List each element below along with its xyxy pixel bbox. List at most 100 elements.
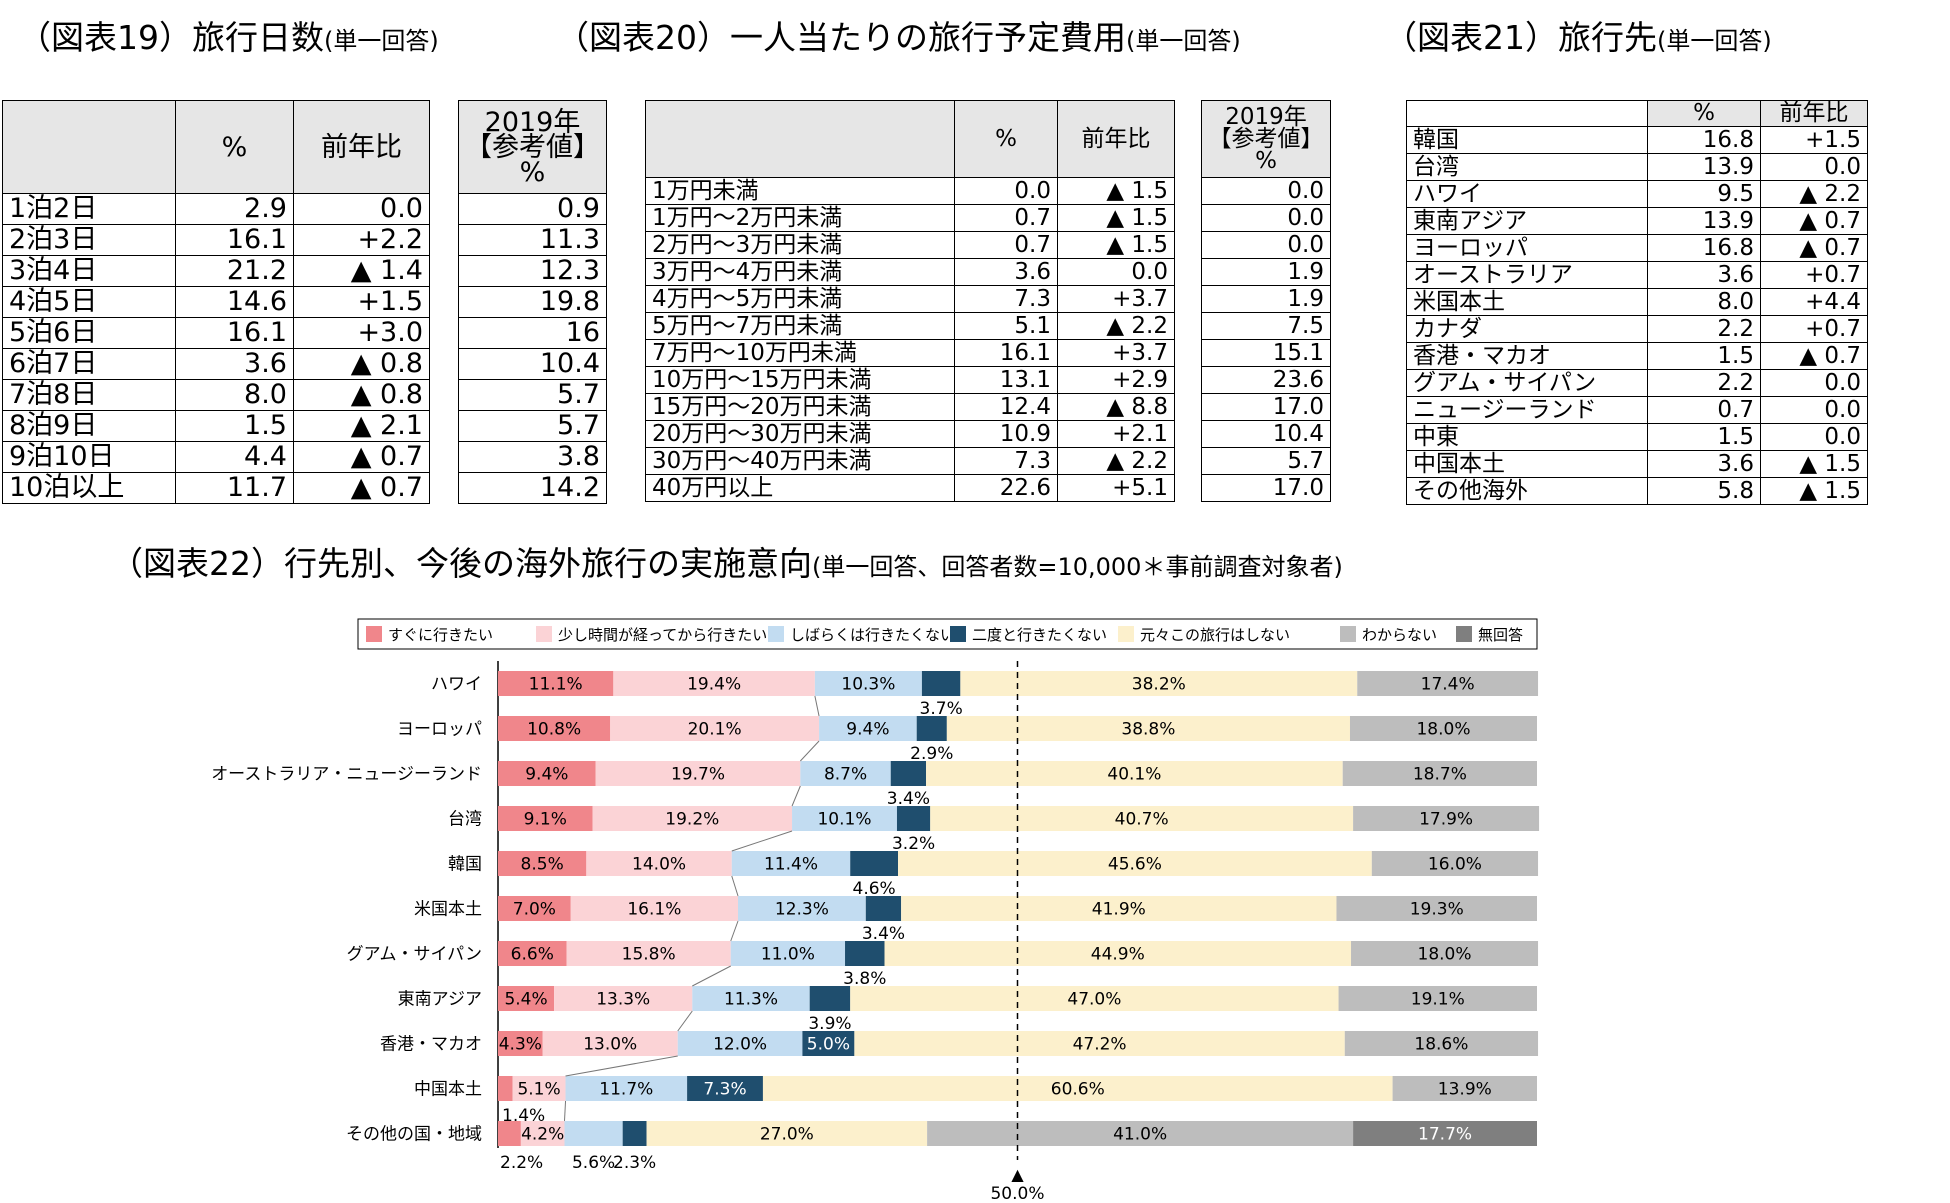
row-label: ハワイ [1406, 180, 1648, 208]
data-label: 16.1% [627, 900, 681, 920]
row-pct: 5.8 [1647, 477, 1761, 505]
data-label: 4.6% [853, 879, 896, 899]
data-label: 13.3% [596, 990, 650, 1010]
table-row: 30万円～40万円未満 7.3 ▲ 2.2 [645, 447, 1175, 475]
row-yoy: +3.0 [293, 317, 430, 349]
table-row: 20万円～30万円未満 10.9 +2.1 [645, 420, 1175, 448]
table-row: 0.0 [1201, 231, 1331, 259]
row-yoy: 0.0 [293, 193, 430, 225]
table-row: 10万円～15万円未満 13.1 +2.9 [645, 366, 1175, 394]
bar-segment [1353, 1121, 1537, 1146]
data-label: 19.3% [1410, 900, 1464, 920]
row-label: カナダ [1406, 315, 1648, 343]
data-label: 11.7% [599, 1080, 653, 1100]
connector-line [814, 695, 820, 717]
row-label: 2泊3日 [2, 224, 176, 256]
row-yoy: ▲ 8.8 [1057, 393, 1175, 421]
table-fig21: % 前年比 韓国 16.8 +1.5 台湾 13.9 0.0 ハワイ 9.5 ▲ 2.2 東南アジ… [1406, 100, 1868, 505]
row-yoy: 0.0 [1760, 369, 1868, 397]
row-pct: 16.1 [954, 339, 1058, 367]
table-row: 6泊7日 3.6 ▲ 0.8 [2, 348, 430, 380]
bar-segment [613, 671, 815, 696]
row-label: 4万円～5万円未満 [645, 285, 955, 313]
row-yoy: ▲ 1.5 [1057, 177, 1175, 205]
legend-label: すぐに行きたい [388, 626, 493, 644]
bar-segment [921, 671, 961, 696]
row-yoy: 0.0 [1760, 396, 1868, 424]
data-label: 10.1% [817, 810, 871, 830]
row-pct: 11.7 [175, 472, 294, 504]
data-label: 3.4% [862, 924, 905, 944]
bar-segment [498, 851, 587, 876]
bar-segment [762, 1076, 1393, 1101]
bar-segment [946, 716, 1350, 741]
data-label: 11.1% [529, 675, 583, 695]
row-yoy: ▲ 2.2 [1057, 447, 1175, 475]
bar-segment [610, 716, 820, 741]
table-row: グアム・サイパン 2.2 0.0 [1406, 369, 1868, 397]
data-label: 19.7% [671, 765, 725, 785]
row-yoy: +2.9 [1057, 366, 1175, 394]
row-ref: 16 [458, 317, 607, 349]
row-pct: 4.4 [175, 441, 294, 473]
row-pct: 13.9 [1647, 153, 1761, 181]
bar-segment [498, 806, 593, 831]
row-label: 10泊以上 [2, 472, 176, 504]
row-pct: 7.3 [954, 285, 1058, 313]
row-pct: 13.1 [954, 366, 1058, 394]
row-yoy: +1.5 [1760, 126, 1868, 154]
data-label: 12.0% [713, 1035, 767, 1055]
row-yoy: ▲ 2.1 [293, 410, 430, 442]
data-label: 40.1% [1107, 765, 1161, 785]
bar-segment [677, 1031, 803, 1056]
row-label: 4泊5日 [2, 286, 176, 318]
row-pct: 13.9 [1647, 207, 1761, 235]
bar-segment [692, 986, 810, 1011]
row-yoy: +3.7 [1057, 285, 1175, 313]
row-yoy: ▲ 0.7 [293, 441, 430, 473]
table-header-blank [645, 100, 955, 178]
legend-swatch [768, 626, 784, 642]
row-ref: 5.7 [458, 410, 607, 442]
row-yoy: +3.7 [1057, 339, 1175, 367]
bar-segment [498, 761, 596, 786]
table-row: 韓国 16.8 +1.5 [1406, 126, 1868, 154]
data-label: 60.6% [1051, 1080, 1105, 1100]
row-yoy: +1.5 [293, 286, 430, 318]
table-header-pct: % [954, 100, 1058, 178]
bar-segment [814, 671, 922, 696]
row-yoy: ▲ 2.2 [1760, 180, 1868, 208]
table-row: 5泊6日 16.1 +3.0 [2, 317, 430, 349]
bar-segment [1353, 806, 1540, 831]
row-pct: 16.1 [175, 224, 294, 256]
legend-label: 二度と行きたくない [972, 626, 1107, 644]
row-ref: 0.0 [1201, 177, 1331, 205]
row-yoy: 0.0 [1760, 153, 1868, 181]
row-pct: 16.1 [175, 317, 294, 349]
row-ref: 17.0 [1201, 474, 1331, 502]
table-row: 4泊5日 14.6 +1.5 [2, 286, 430, 318]
row-pct: 3.6 [1647, 261, 1761, 289]
row-label: オーストラリア [1406, 261, 1648, 289]
bar-segment [498, 941, 567, 966]
data-label: 5.6% [572, 1153, 615, 1173]
table-header-yoy: 前年比 [293, 100, 430, 194]
table-row: 5.7 [458, 379, 607, 411]
bar-segment [898, 851, 1372, 876]
category-label: グアム・サイパン [347, 945, 482, 965]
row-pct: 12.4 [954, 393, 1058, 421]
row-yoy: ▲ 1.5 [1057, 231, 1175, 259]
row-label: 米国本土 [1406, 288, 1648, 316]
data-label: 10.3% [841, 675, 895, 695]
bar-segment [738, 896, 866, 921]
data-label: 19.4% [687, 675, 741, 695]
data-label: 18.7% [1413, 765, 1467, 785]
table-fig20: % 前年比 1万円未満 0.0 ▲ 1.5 1万円～2万円未満 0.7 ▲ 1.5 2万円～… [645, 100, 1175, 502]
row-ref: 0.9 [458, 193, 607, 225]
data-label: 8.7% [824, 765, 867, 785]
data-label: 9.1% [524, 810, 567, 830]
row-label: 7万円～10万円未満 [645, 339, 955, 367]
row-yoy: ▲ 0.7 [1760, 342, 1868, 370]
row-label: 香港・マカオ [1406, 342, 1648, 370]
